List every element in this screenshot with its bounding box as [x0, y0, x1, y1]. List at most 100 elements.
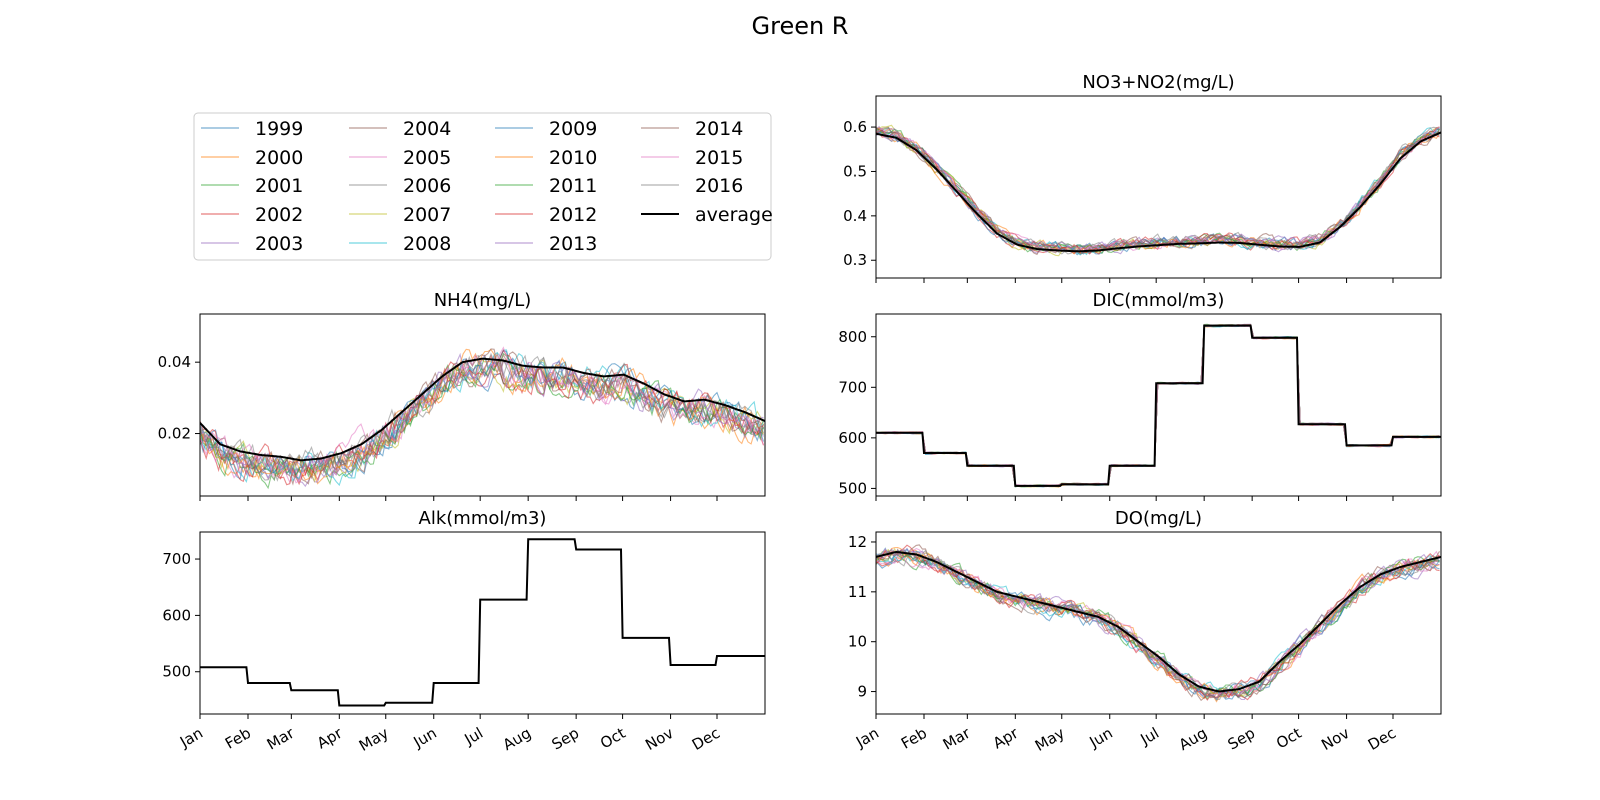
x-tick-label: Apr — [314, 723, 346, 752]
series-line-2013 — [200, 358, 764, 479]
legend-label: 2006 — [403, 175, 451, 197]
series-line-2000 — [876, 324, 1440, 488]
legend-label: 2014 — [695, 118, 743, 140]
axes-frame — [199, 313, 766, 497]
x-tick-label: Feb — [222, 724, 254, 753]
legend-item: 2004 — [349, 118, 451, 140]
series-line-2011 — [876, 323, 1440, 488]
legend-label: 2003 — [255, 233, 303, 255]
legend-label: 2000 — [255, 147, 303, 169]
legend-item: 2006 — [349, 175, 451, 197]
series-group — [200, 538, 765, 707]
series-line-2005 — [876, 324, 1440, 488]
y-tick-label: 12 — [848, 533, 867, 551]
y-tick-label: 700 — [162, 550, 191, 568]
legend-item: 2010 — [495, 147, 597, 169]
y-tick-label: 600 — [838, 429, 867, 447]
series-line-2015 — [200, 346, 764, 484]
legend-label: 2012 — [549, 204, 597, 226]
legend-frame — [193, 112, 772, 261]
legend-item: 2007 — [349, 204, 451, 226]
legend-label: 2013 — [549, 233, 597, 255]
legend-label: 2009 — [549, 118, 597, 140]
y-tick-label: 700 — [838, 378, 867, 396]
x-tick-label: Jul — [1137, 724, 1163, 749]
x-tick-label: Mar — [264, 723, 298, 753]
x-tick-label: Nov — [642, 724, 676, 754]
x-tick-label: Aug — [500, 724, 534, 754]
legend-item: 2009 — [495, 118, 597, 140]
x-tick-label: Oct — [1273, 724, 1305, 753]
series-line-2014 — [876, 323, 1440, 487]
series-line-average — [876, 131, 1441, 253]
panel-nh4: NH4(mg/L) 0.02 0.04 — [158, 290, 766, 501]
series-group — [876, 544, 1441, 703]
series-line-2008 — [876, 324, 1440, 488]
legend-label: 2004 — [403, 118, 451, 140]
legend-item: 2016 — [641, 175, 743, 197]
legend-label: 2011 — [549, 175, 597, 197]
series-line-1999 — [876, 324, 1440, 487]
series-line-2013 — [876, 125, 1440, 252]
series-line-2014 — [876, 126, 1440, 255]
legend-item: 2000 — [201, 147, 303, 169]
panel-title: Alk(mmol/m3) — [419, 508, 547, 529]
y-tick-label: 800 — [838, 328, 867, 346]
x-tick-label: Nov — [1318, 724, 1352, 754]
x-tick-label: Dec — [1365, 724, 1399, 754]
y-tick-label: 10 — [848, 633, 867, 651]
series-group — [200, 346, 765, 490]
series-line-2016 — [876, 324, 1440, 487]
legend-item: 2002 — [201, 204, 303, 226]
axes-frame — [875, 531, 1442, 715]
series-line-2016 — [200, 352, 765, 481]
x-tick-label: Jan — [176, 724, 206, 752]
legend-label: 1999 — [255, 118, 303, 140]
axes-frame — [199, 531, 766, 715]
legend: 1999 2000 2001 2002 2003 2004 2005 2006 2007 2008… — [193, 112, 773, 261]
x-tick-label: Oct — [597, 724, 629, 753]
y-tick-label: 0.3 — [843, 251, 867, 269]
legend-label: 2015 — [695, 147, 743, 169]
legend-item: 2011 — [495, 175, 597, 197]
legend-label: 2016 — [695, 175, 743, 197]
y-tick-label: 600 — [162, 606, 191, 624]
legend-item: 2008 — [349, 233, 451, 255]
y-tick-label: 0.6 — [843, 118, 867, 136]
legend-item: 1999 — [201, 118, 303, 140]
panel-title: DO(mg/L) — [1115, 508, 1202, 529]
x-tick-label: Feb — [898, 724, 930, 753]
series-line-2012 — [876, 324, 1440, 487]
y-tick-label: 11 — [848, 583, 867, 601]
panel-title: NH4(mg/L) — [434, 290, 532, 311]
x-tick-label: Jun — [410, 724, 440, 752]
legend-item: 2012 — [495, 204, 597, 226]
series-line-2016 — [876, 548, 1440, 700]
x-tick-label: Jul — [461, 724, 487, 749]
series-line-2013 — [876, 323, 1440, 488]
series-line-average — [200, 538, 765, 707]
panel-alk: Alk(mmol/m3) 500 600 700 Jan Feb Mar Apr May Jun J… — [162, 508, 766, 755]
x-tick-label: May — [1032, 724, 1068, 755]
y-tick-label: 500 — [162, 663, 191, 681]
legend-item: 2014 — [641, 118, 743, 140]
series-group — [876, 323, 1441, 488]
x-tick-label: Dec — [689, 724, 723, 754]
x-tick-label: Sep — [1225, 724, 1258, 754]
legend-item: average — [641, 204, 773, 226]
y-tick-label: 0.5 — [843, 162, 867, 180]
x-tick-label: Aug — [1176, 724, 1210, 754]
series-line-2012 — [200, 349, 764, 486]
series-group — [876, 124, 1441, 257]
panel-dic: DIC(mmol/m3) 500 600 700 800 — [838, 290, 1442, 501]
panel-title: NO3+NO2(mg/L) — [1082, 72, 1234, 93]
series-line-2003 — [876, 324, 1440, 488]
figure-title: Green R — [752, 12, 849, 40]
series-line-average — [876, 324, 1441, 487]
legend-label: average — [695, 204, 773, 226]
y-tick-label: 0.04 — [158, 353, 191, 371]
legend-item: 2001 — [201, 175, 303, 197]
legend-item: 2003 — [201, 233, 303, 255]
y-tick-label: 9 — [857, 683, 867, 701]
y-tick-label: 500 — [838, 479, 867, 497]
